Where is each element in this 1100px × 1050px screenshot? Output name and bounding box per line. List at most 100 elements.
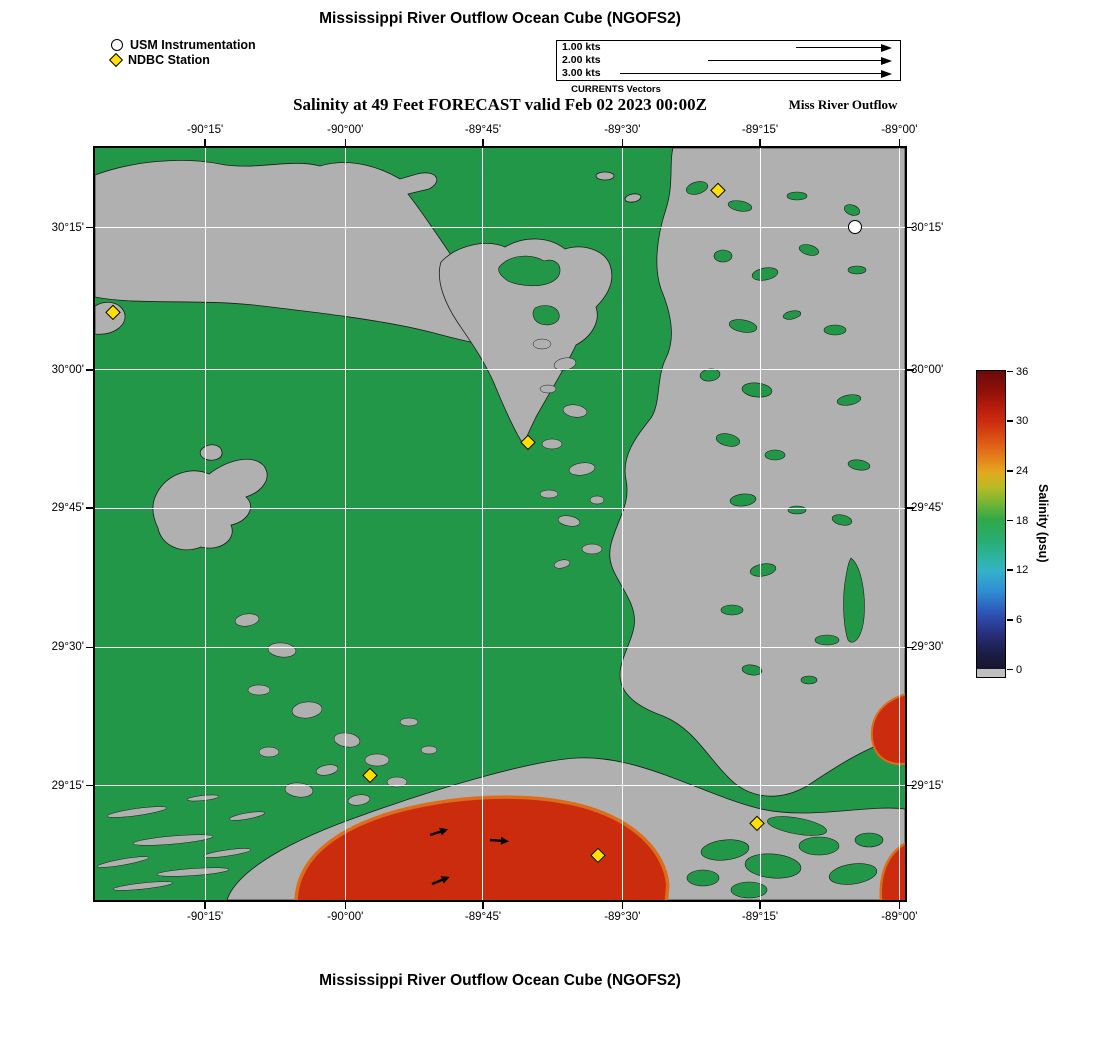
gridline-vertical (204, 148, 206, 900)
current-vector-arrows (429, 827, 509, 886)
colorbar-tick-label: 30 (1016, 415, 1029, 428)
gridline-vertical (621, 148, 623, 900)
colorbar-tick-label: 18 (1016, 514, 1029, 527)
x-axis-tick (621, 139, 624, 146)
gridline-horizontal (95, 507, 905, 509)
colorbar-tick (1007, 569, 1013, 571)
x-axis-label-top: -90°00' (327, 124, 364, 136)
x-axis-label-bottom: -89°15' (741, 911, 779, 923)
gridline-horizontal (95, 227, 905, 229)
x-axis-label-top: -89°00' (881, 124, 918, 136)
x-axis-tick (759, 139, 761, 146)
legend-item-usm: USM Instrumentation (111, 37, 256, 52)
x-axis-tick (204, 139, 206, 146)
x-axis-tick (482, 902, 484, 909)
currents-speed-label: 3.00 kts (562, 67, 601, 79)
currents-row-2: 2.00 kts (557, 54, 900, 67)
gridline-vertical (898, 148, 900, 900)
current-arrow-icon (620, 69, 892, 78)
ndbc-diamond-icon (108, 52, 124, 67)
y-axis-tick (907, 646, 914, 649)
currents-speed-label: 2.00 kts (562, 54, 601, 66)
colorbar-tick (1007, 519, 1013, 522)
ndbc-station-marker (590, 847, 606, 863)
x-axis-label-bottom: -90°00' (327, 911, 364, 923)
gridline-horizontal (95, 369, 905, 371)
y-axis-label-left: 29°30' (51, 641, 84, 654)
map-plot (93, 146, 907, 902)
marsh-islets (97, 338, 605, 891)
figure-title-bottom: Mississippi River Outflow Ocean Cube (NG… (319, 972, 681, 989)
y-axis-tick (907, 784, 914, 787)
colorbar-tick-label: 36 (1016, 365, 1029, 378)
y-axis-tick (86, 226, 93, 229)
colorbar-gradient (977, 371, 1005, 669)
map-art (95, 148, 905, 900)
gridline-layer (95, 148, 905, 900)
y-axis-label-left: 30°00' (51, 363, 84, 376)
colorbar-tick-label: 24 (1016, 464, 1029, 477)
x-axis-tick (621, 902, 624, 909)
currents-row-1: 1.00 kts (557, 41, 900, 54)
ndbc-station-marker (710, 182, 726, 198)
ndbc-station-marker (105, 304, 121, 320)
y-axis-label-right: 29°45' (911, 502, 944, 515)
y-axis-tick (86, 646, 93, 649)
x-axis-tick (344, 139, 347, 146)
y-axis-tick (86, 784, 93, 787)
region-label: Miss River Outflow (788, 97, 898, 112)
current-arrow-icon (796, 43, 892, 52)
x-axis-label-bottom: -89°00' (881, 911, 918, 923)
x-axis-tick (759, 902, 761, 909)
gridline-vertical (759, 148, 761, 900)
legend-label-usm: USM Instrumentation (130, 37, 256, 52)
station-marker-layer (95, 148, 905, 900)
colorbar-tick (1007, 619, 1013, 621)
currents-caption: CURRENTS Vectors (571, 84, 661, 95)
colorbar-tick (1007, 470, 1013, 472)
y-axis-label-right: 29°15' (911, 779, 944, 792)
colorbar-tick (1007, 668, 1013, 671)
currents-vector-legend: 1.00 kts 2.00 kts 3.00 kts (556, 40, 901, 81)
gridline-horizontal (95, 785, 905, 787)
y-axis-label-left: 30°15' (51, 221, 84, 234)
currents-speed-label: 1.00 kts (562, 41, 601, 53)
x-axis-tick (482, 139, 484, 146)
marsh-water-patches (498, 181, 884, 899)
ndbc-station-marker (362, 767, 378, 783)
colorbar-underflow-segment (977, 669, 1005, 677)
forecast-subtitle: Salinity at 49 Feet FORECAST valid Feb 0… (293, 95, 707, 114)
y-axis-tick (907, 226, 914, 229)
legend-label-ndbc: NDBC Station (128, 52, 210, 67)
y-axis-label-right: 29°30' (911, 641, 944, 654)
y-axis-label-left: 29°45' (51, 502, 84, 515)
gridline-horizontal (95, 646, 905, 648)
x-axis-tick (898, 902, 901, 909)
colorbar-tick-label: 6 (1016, 613, 1023, 626)
y-axis-label-right: 30°15' (911, 221, 944, 234)
figure-title-top: Mississippi River Outflow Ocean Cube (NG… (319, 10, 681, 27)
ndbc-station-marker (520, 434, 536, 450)
current-arrow-icon (708, 56, 892, 65)
colorbar-label: Salinity (psu) (1036, 483, 1050, 563)
colorbar-tick (1007, 420, 1013, 422)
y-axis-label-right: 30°00' (911, 363, 944, 376)
x-axis-label-bottom: -90°15' (187, 911, 224, 923)
x-axis-label-top: -89°45' (464, 124, 502, 136)
ndbc-station-marker (749, 815, 765, 831)
x-axis-tick (344, 902, 347, 909)
y-axis-tick (907, 507, 914, 509)
x-axis-label-top: -89°30' (604, 124, 641, 136)
usm-station-marker (847, 219, 862, 234)
y-axis-tick (86, 507, 93, 509)
gridline-vertical (344, 148, 346, 900)
y-axis-tick (86, 369, 93, 371)
x-axis-label-top: -89°15' (741, 124, 779, 136)
legend-item-ndbc: NDBC Station (108, 52, 256, 67)
x-axis-label-top: -90°15' (187, 124, 224, 136)
currents-row-3: 3.00 kts (557, 67, 900, 80)
colorbar (976, 370, 1006, 678)
colorbar-tick-label: 0 (1016, 663, 1023, 676)
marker-legend: USM Instrumentation NDBC Station (108, 37, 256, 67)
